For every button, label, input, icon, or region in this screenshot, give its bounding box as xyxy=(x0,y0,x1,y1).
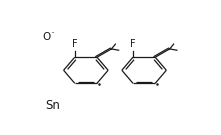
Text: Sn: Sn xyxy=(45,99,60,112)
Text: ··: ·· xyxy=(50,29,55,38)
Text: F: F xyxy=(130,39,136,49)
Text: F: F xyxy=(72,39,78,49)
Text: O: O xyxy=(42,32,50,42)
